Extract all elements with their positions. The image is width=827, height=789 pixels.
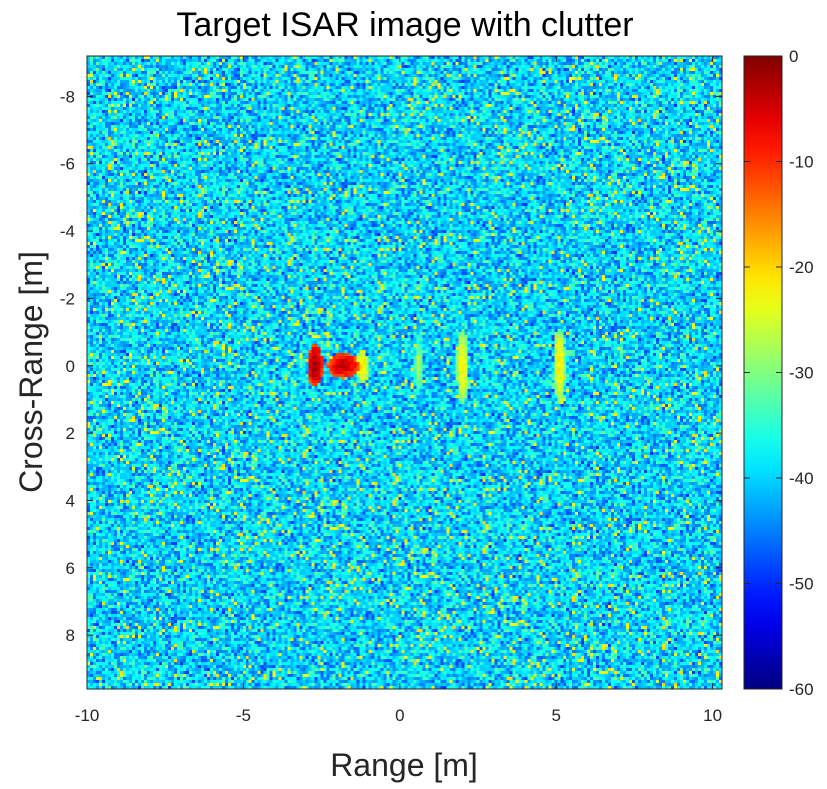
colorbar: 0 -10 -20 -30 -40 -50 -60 — [743, 47, 814, 699]
colorbar-tick-label: -10 — [789, 153, 814, 172]
y-tick-label: 0 — [66, 357, 75, 376]
y-tick-label: 6 — [66, 559, 75, 578]
y-tick-label: -8 — [60, 87, 75, 106]
colorbar-tick-label: -60 — [789, 680, 814, 699]
x-tick-label: 0 — [395, 706, 404, 725]
colorbar-tick-label: -30 — [789, 364, 814, 383]
y-tick-label: -2 — [60, 289, 75, 308]
colorbar-tick-label: -40 — [789, 469, 814, 488]
y-tick-label: 4 — [66, 491, 75, 510]
heatmap — [87, 56, 722, 689]
colorbar-tick-label: 0 — [789, 47, 798, 66]
x-axis: -10 -5 0 5 10 — [75, 56, 722, 725]
y-tick-label: 8 — [66, 626, 75, 645]
x-axis-label: Range [m] — [330, 747, 478, 783]
colorbar-gradient — [744, 56, 782, 689]
y-tick-label: -6 — [60, 155, 75, 174]
x-tick-label: -5 — [236, 706, 251, 725]
plot-area — [86, 55, 723, 690]
plot-frame — [86, 55, 723, 690]
colorbar-tick-label: -50 — [789, 575, 814, 594]
colorbar-ticks: 0 -10 -20 -30 -40 -50 -60 — [744, 47, 814, 699]
y-axis-label: Cross-Range [m] — [13, 251, 49, 493]
chart-title: Target ISAR image with clutter — [176, 6, 633, 44]
x-tick-label: 5 — [551, 706, 560, 725]
x-tick-label: 10 — [703, 706, 722, 725]
y-tick-label: 2 — [66, 424, 75, 443]
colorbar-tick-label: -20 — [789, 258, 814, 277]
y-axis: -8 -6 -4 -2 0 2 4 6 8 — [60, 87, 722, 645]
y-tick-label: -4 — [60, 222, 75, 241]
x-tick-label: -10 — [75, 706, 100, 725]
